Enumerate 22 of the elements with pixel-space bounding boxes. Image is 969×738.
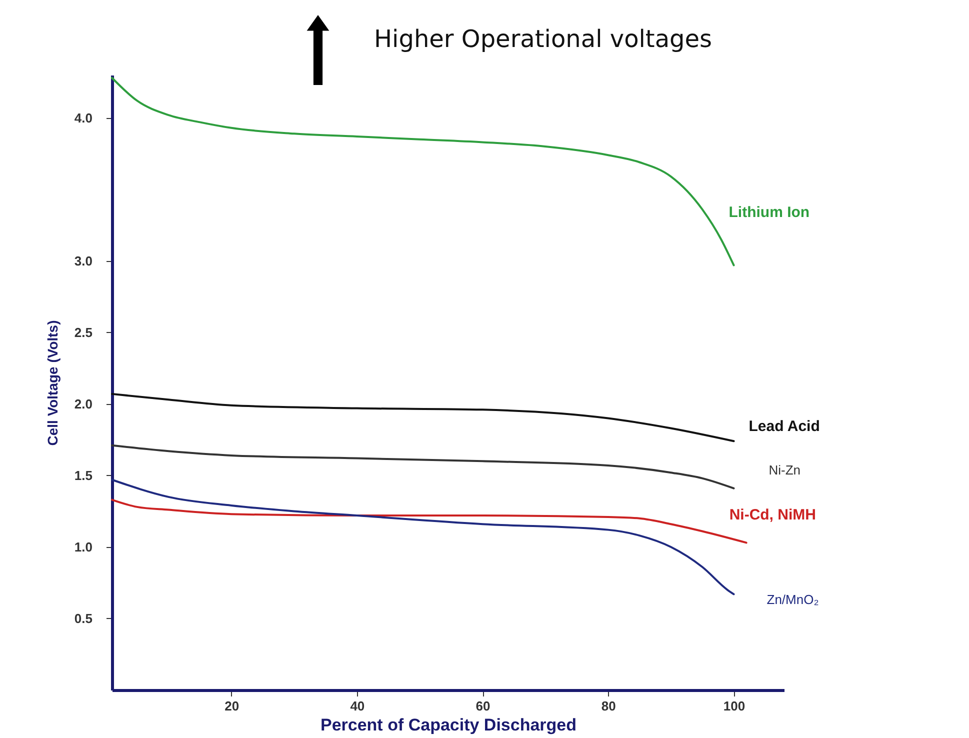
chart-title: Higher Operational voltages	[374, 25, 712, 53]
x-tick-label: 60	[476, 698, 490, 714]
series-label: Lead Acid	[748, 418, 820, 436]
x-tick-label: 40	[350, 698, 365, 714]
series-label: Lithium Ion	[728, 204, 810, 222]
x-tick-label: 80	[601, 698, 616, 714]
line-series	[111, 444, 735, 490]
x-axis-title: Percent of Capacity Discharged	[320, 716, 577, 734]
y-tick-label: 1.5	[74, 468, 92, 483]
y-tick-label: 1.0	[74, 539, 92, 554]
line-series	[111, 392, 735, 442]
series-label: Ni-Cd, NiMH	[729, 506, 816, 524]
x-tick-label: 20	[224, 698, 240, 714]
y-tick-label: 0.5	[74, 610, 92, 626]
y-tick-label: 4.0	[74, 110, 92, 126]
y-tick-label: 2.5	[74, 324, 92, 340]
y-tick-label: 3.0	[74, 253, 92, 268]
y-tick-label: 2.0	[74, 396, 92, 412]
text: Ni-Zn	[768, 462, 801, 478]
y-axis-title: Cell Voltage (Volts)	[44, 320, 60, 446]
x-tick-label: 100	[723, 698, 746, 714]
text: Zn/MnO₂	[766, 592, 819, 608]
